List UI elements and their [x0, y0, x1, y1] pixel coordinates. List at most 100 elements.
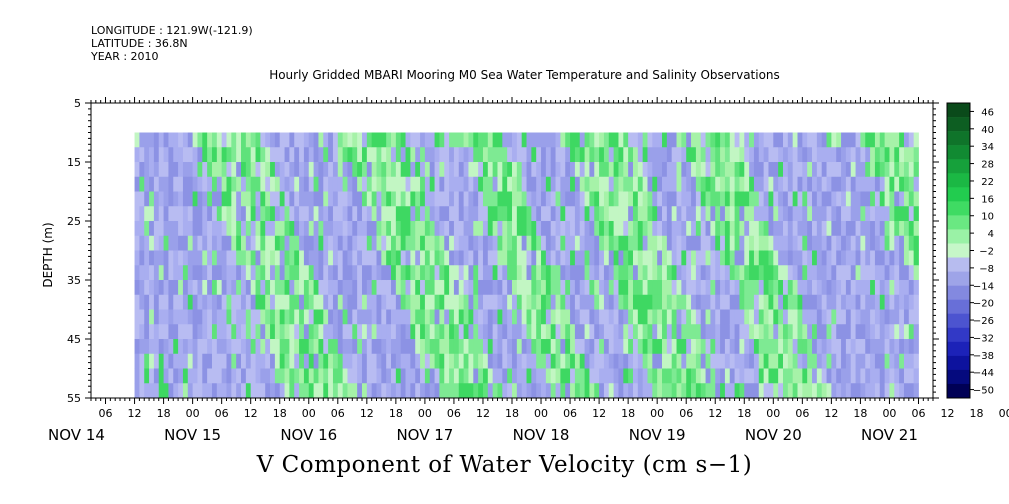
heatmap-cell	[424, 339, 431, 355]
heatmap-cell	[449, 235, 455, 251]
heatmap-cell	[831, 147, 837, 163]
heatmap-cell	[589, 191, 595, 207]
heatmap-cell	[289, 176, 295, 192]
heatmap-cell	[361, 294, 368, 310]
heatmap-cell	[681, 368, 687, 384]
heatmap-cell	[357, 162, 363, 178]
heatmap-cell	[216, 383, 223, 399]
heatmap-cell	[134, 383, 140, 399]
heatmap-cell	[555, 206, 561, 222]
heatmap-cell	[337, 206, 344, 222]
heatmap-cell	[691, 294, 697, 310]
heatmap-cell	[753, 250, 760, 266]
heatmap-cell	[168, 191, 174, 207]
heatmap-cell	[792, 353, 798, 369]
heatmap-cell	[405, 324, 411, 340]
heatmap-cell	[903, 162, 910, 178]
heatmap-cell	[836, 132, 842, 148]
heatmap-cell	[371, 162, 377, 178]
heatmap-cell	[207, 176, 213, 192]
heatmap-cell	[318, 235, 324, 251]
heatmap-cell	[328, 294, 334, 310]
heatmap-cell	[637, 250, 644, 266]
heatmap-cell	[889, 147, 895, 163]
heatmap-cell	[613, 162, 619, 178]
heatmap-cell	[255, 250, 261, 266]
heatmap-cell	[197, 176, 203, 192]
heatmap-cell	[749, 265, 755, 281]
heatmap-cell	[662, 132, 668, 148]
heatmap-cell	[894, 383, 900, 399]
heatmap-cell	[855, 353, 861, 369]
heatmap-cell	[608, 309, 615, 325]
heatmap-cell	[807, 250, 813, 266]
heatmap-cell	[763, 206, 769, 222]
heatmap-cell	[545, 132, 552, 148]
heatmap-cell	[313, 353, 319, 369]
heatmap-cell	[826, 250, 832, 266]
heatmap-cell	[381, 235, 387, 251]
x-hour-label: 18	[389, 407, 403, 420]
heatmap-cell	[603, 191, 610, 207]
heatmap-cell	[512, 132, 518, 148]
heatmap-cell	[318, 353, 324, 369]
heatmap-cell	[241, 294, 247, 310]
heatmap-cell	[812, 250, 818, 266]
heatmap-cell	[753, 176, 760, 192]
heatmap-cell	[458, 280, 465, 296]
heatmap-cell	[652, 324, 658, 340]
heatmap-cell	[807, 294, 813, 310]
heatmap-cell	[270, 235, 276, 251]
heatmap-cell	[260, 383, 266, 399]
heatmap-cell	[487, 235, 494, 251]
heatmap-cell	[874, 250, 881, 266]
heatmap-cell	[821, 191, 827, 207]
heatmap-cell	[289, 162, 295, 178]
heatmap-cell	[473, 147, 479, 163]
heatmap-cell	[720, 280, 726, 296]
heatmap-cell	[361, 368, 368, 384]
heatmap-cell	[574, 368, 581, 384]
heatmap-cell	[758, 309, 765, 325]
heatmap-cell	[855, 309, 861, 325]
heatmap-cell	[724, 353, 731, 369]
heatmap-cell	[821, 368, 827, 384]
heatmap-cell	[395, 368, 402, 384]
heatmap-cell	[458, 162, 465, 178]
heatmap-cell	[874, 280, 881, 296]
colorbar-swatch	[947, 243, 970, 258]
heatmap-cell	[221, 250, 227, 266]
heatmap-cell	[521, 265, 527, 281]
heatmap-cell	[545, 280, 552, 296]
heatmap-cell	[236, 324, 242, 340]
heatmap-cell	[541, 250, 547, 266]
x-day-label: NOV 18	[513, 426, 570, 444]
heatmap-cell	[913, 280, 919, 296]
heatmap-cell	[231, 383, 237, 399]
heatmap-cell	[478, 383, 484, 399]
heatmap-cell	[236, 176, 242, 192]
heatmap-cell	[734, 206, 740, 222]
heatmap-cell	[144, 191, 150, 207]
heatmap-cell	[347, 221, 353, 237]
heatmap-cell	[666, 339, 673, 355]
heatmap-cell	[270, 339, 276, 355]
heatmap-cell	[352, 206, 358, 222]
heatmap-cell	[555, 191, 561, 207]
heatmap-cell	[221, 294, 227, 310]
heatmap-cell	[318, 147, 324, 163]
heatmap-cell	[458, 383, 465, 399]
heatmap-cell	[347, 250, 353, 266]
heatmap-cell	[749, 206, 755, 222]
heatmap-cell	[574, 250, 581, 266]
heatmap-cell	[260, 132, 266, 148]
heatmap-cell	[512, 235, 518, 251]
heatmap-cell	[337, 235, 344, 251]
heatmap-cell	[700, 383, 706, 399]
heatmap-cell	[666, 294, 673, 310]
heatmap-cell	[889, 309, 895, 325]
heatmap-cell	[366, 176, 373, 192]
heatmap-cell	[207, 191, 213, 207]
heatmap-cell	[836, 280, 842, 296]
